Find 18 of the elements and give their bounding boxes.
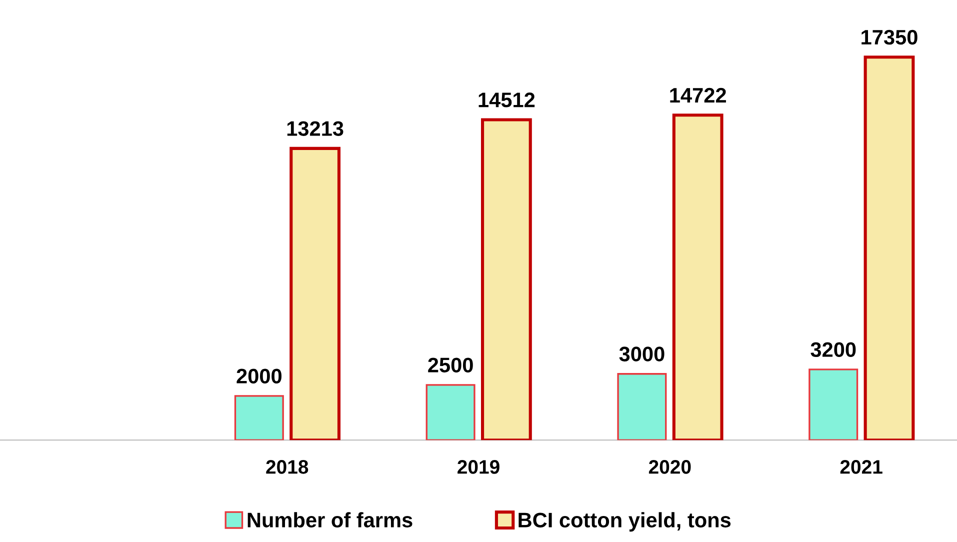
bar xyxy=(617,373,667,440)
x-tick-label: 2021 xyxy=(840,460,882,474)
data-label: 13213 xyxy=(287,121,344,136)
data-label: 3200 xyxy=(810,342,856,358)
bar xyxy=(234,395,284,440)
data-label: 3000 xyxy=(619,346,664,362)
x-tick-label: 2018 xyxy=(266,460,308,474)
data-label: 2500 xyxy=(428,358,473,372)
legend-label: Number of farms xyxy=(248,512,412,528)
data-label: 14722 xyxy=(670,88,726,102)
data-label: 14512 xyxy=(478,92,535,108)
data-label: 2000 xyxy=(236,368,282,384)
bar xyxy=(426,384,476,440)
data-label: 17350 xyxy=(862,30,918,45)
x-tick-label: 2019 xyxy=(458,460,500,474)
legend-label: BCI cotton yield, tons xyxy=(518,512,731,532)
x-tick-label: 2020 xyxy=(648,460,691,474)
bar xyxy=(808,368,858,440)
